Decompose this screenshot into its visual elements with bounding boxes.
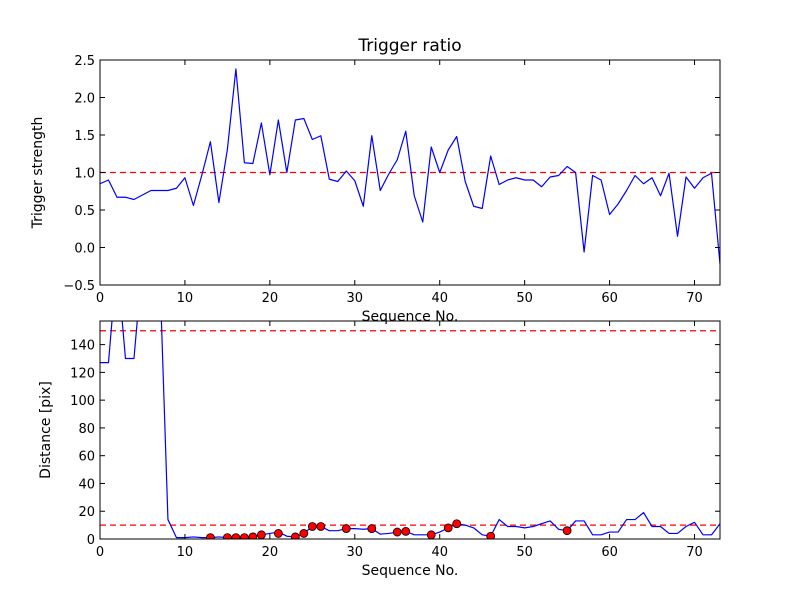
x-tick-label: 10 [177, 545, 194, 560]
data-point [443, 523, 453, 533]
data-point [392, 527, 402, 537]
data-point [273, 529, 283, 538]
data-point [206, 533, 215, 539]
y-tick-label: 2.5 [74, 54, 95, 69]
y-tick-label: 20 [78, 505, 95, 520]
x-tick-label: 50 [516, 545, 533, 560]
x-tick-label: 10 [177, 291, 194, 306]
x-tick-label: 50 [516, 291, 533, 306]
x-tick-label: 70 [686, 545, 703, 560]
trigger-ratio-plot: 0 10 20 30 40 50 60 70 −0.5 0.0 0.5 1.0 1.5 2.0 2.5 Tri… [30, 36, 721, 325]
data-point [486, 531, 496, 539]
y-tick-label: 120 [70, 366, 95, 381]
x-axis-label: Sequence No. [362, 309, 459, 325]
y-axis-label: Trigger strength [30, 117, 46, 230]
data-point [231, 533, 241, 539]
x-tick-label: 40 [431, 291, 448, 306]
x-tick-label: 0 [96, 545, 104, 560]
data-point [341, 524, 351, 533]
data-point [426, 530, 436, 539]
y-tick-label: 1.5 [74, 129, 95, 144]
data-point [562, 526, 572, 536]
y-tick-label: 1.0 [74, 167, 95, 182]
y-tick-label: 60 [78, 450, 95, 465]
y-tick-label: 80 [78, 422, 95, 437]
data-point [256, 530, 266, 539]
distance-plot: 0 10 20 30 40 50 60 70 0 20 40 60 80 100 120 140 Sequenc… [38, 320, 721, 579]
x-tick-label: 30 [347, 545, 364, 560]
chart-title: Trigger ratio [357, 36, 461, 56]
x-tick-label: 60 [601, 545, 618, 560]
data-point [452, 519, 462, 529]
x-axis-label: Sequence No. [362, 563, 459, 579]
y-tick-label: 0.5 [74, 204, 95, 219]
y-tick-label: 140 [70, 339, 95, 354]
series-line [100, 321, 720, 539]
x-tick-label: 70 [686, 291, 703, 306]
y-tick-label: 2.0 [74, 92, 95, 107]
y-axis-label: Distance [pix] [38, 381, 54, 479]
data-point [316, 522, 326, 531]
data-point [222, 533, 232, 539]
data-point [299, 529, 309, 538]
data-point [239, 533, 249, 539]
x-tick-label: 60 [601, 291, 618, 306]
series-line [100, 68, 720, 265]
y-tick-label: 40 [78, 477, 95, 492]
x-tick-label: 30 [347, 291, 364, 306]
x-tick-label: 20 [262, 291, 279, 306]
y-tick-label: 0.0 [74, 242, 95, 257]
data-point [290, 532, 300, 539]
data-point [401, 526, 411, 536]
plot-data-layer [100, 68, 720, 265]
y-tick-label: 100 [70, 394, 95, 409]
data-point [367, 524, 377, 533]
data-point [307, 522, 317, 531]
y-tick-label: −0.5 [63, 279, 95, 294]
x-tick-label: 0 [96, 291, 104, 306]
plot-data-layer [100, 321, 720, 539]
data-point [248, 532, 258, 539]
plot-frame [99, 320, 721, 540]
y-tick-label: 0 [87, 533, 95, 548]
x-tick-label: 40 [431, 545, 448, 560]
x-tick-label: 20 [262, 545, 279, 560]
